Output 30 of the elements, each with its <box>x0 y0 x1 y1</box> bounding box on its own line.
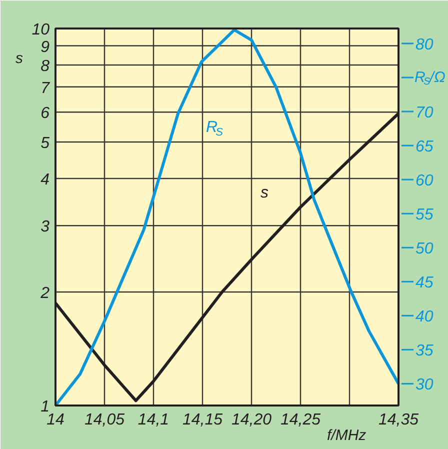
y2-tick-label: 60 <box>416 172 434 190</box>
y-tick-label: 10 <box>32 22 50 38</box>
y2-tick-label: 65 <box>416 138 434 156</box>
y2-tick-label: 50 <box>416 240 434 258</box>
y2-tick-label: 35 <box>416 342 434 360</box>
y-tick-label: 8 <box>40 58 50 76</box>
y-tick-label: 5 <box>40 134 50 152</box>
y2-tick-label: 45 <box>416 274 434 292</box>
y-tick-label: 7 <box>40 80 51 97</box>
y2-tick-label: 40 <box>416 308 434 326</box>
y2-tick-label: 80 <box>416 36 434 54</box>
y-axis-title: s <box>16 50 24 68</box>
x-tick-label: 14,1 <box>138 412 170 428</box>
y-tick-label: 3 <box>40 218 50 236</box>
y2-tick-label: 30 <box>416 376 434 394</box>
x-tick-label: 14,20 <box>231 412 272 428</box>
line-series <box>54 28 400 407</box>
y-tick-label: 4 <box>40 172 50 189</box>
text: /Ω <box>430 68 446 86</box>
y-tick-label: 2 <box>40 285 50 302</box>
x-tick-label: 14,35 <box>378 412 419 428</box>
y2-tick-label: 55 <box>416 206 434 224</box>
y2-tick-label: 70 <box>416 104 434 122</box>
x-axis-title: f/MHz <box>327 427 367 444</box>
series-label: s <box>260 184 268 202</box>
x-tick-label: 14,25 <box>280 412 321 428</box>
y-tick-label: 6 <box>40 105 50 122</box>
x-tick-label: 14,15 <box>182 412 223 428</box>
y-tick-label: 9 <box>40 38 50 56</box>
x-tick-label: 14,05 <box>84 412 125 428</box>
